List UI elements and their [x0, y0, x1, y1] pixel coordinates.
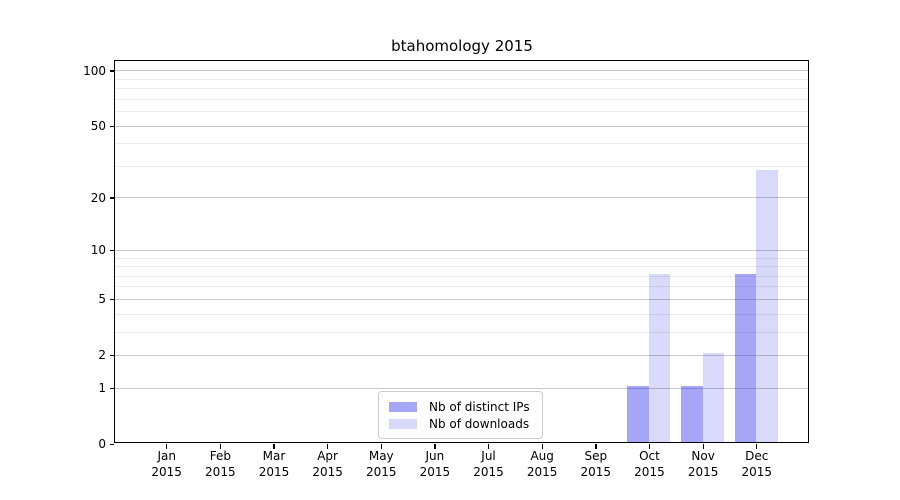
x-tick-month-text: Aug: [530, 449, 554, 463]
x-tick-month-text: Dec: [745, 449, 769, 463]
x-tick-month-text: Jun: [425, 449, 445, 463]
gridline-minor-30: [115, 165, 808, 167]
x-tick-month-text: Mar: [262, 449, 286, 463]
x-tick-label-may: May 2015: [351, 449, 411, 480]
x-tick-label-oct: Oct 2015: [619, 449, 679, 480]
chart-title: btahomology 2015: [391, 37, 533, 55]
gridline-minor-9: [115, 257, 808, 259]
legend-swatch-downloads: [389, 418, 417, 429]
x-tick-month-text: Sep: [584, 449, 608, 463]
gridline-minor-90: [115, 78, 808, 80]
x-tick-mark-may: [380, 444, 382, 449]
x-tick-mark-apr: [327, 444, 329, 449]
x-tick-year-text: 2015: [526, 464, 558, 479]
x-tick-year-text: 2015: [419, 464, 451, 479]
y-tick-label-10: 10: [90, 243, 106, 258]
x-tick-label-jun: Jun 2015: [405, 449, 465, 480]
x-tick-year-text: 2015: [312, 464, 343, 479]
gridline-major-1: [115, 387, 808, 389]
y-tick-mark-20: [109, 197, 114, 199]
x-tick-label-jul: Jul 2015: [459, 449, 519, 480]
x-tick-label-dec: Dec 2015: [727, 449, 787, 480]
y-tick-mark-5: [109, 298, 114, 301]
bar-nb-of-distinct-ips-oct: [627, 386, 649, 443]
y-tick-mark-1: [109, 387, 114, 389]
gridline-major-2: [115, 354, 808, 356]
x-tick-month-text: Jan: [157, 449, 176, 463]
gridline-minor-3: [115, 331, 808, 333]
x-tick-mark-mar: [273, 444, 275, 449]
x-tick-mark-aug: [541, 444, 543, 449]
y-tick-mark-10: [109, 249, 114, 251]
legend: Nb of distinct IPs Nb of downloads: [378, 391, 543, 439]
y-tick-label-5: 5: [98, 292, 106, 307]
x-tick-month-text: Nov: [691, 449, 715, 463]
x-tick-mark-jan: [166, 444, 168, 449]
gridline-minor-80: [115, 88, 808, 90]
x-tick-label-aug: Aug 2015: [512, 449, 572, 480]
y-tick-label-0: 0: [98, 437, 106, 452]
x-tick-label-jan: Jan 2015: [137, 449, 197, 480]
y-tick-label-50: 50: [90, 119, 106, 134]
y-tick-label-1: 1: [98, 381, 106, 396]
x-tick-label-sep: Sep 2015: [566, 449, 626, 480]
gridline-major-10: [115, 249, 808, 251]
legend-entry-distinct-ips: Nb of distinct IPs: [389, 398, 532, 415]
x-tick-year-text: 2015: [365, 464, 397, 479]
y-tick-label-100: 100: [83, 63, 106, 78]
y-tick-label-2: 2: [98, 348, 106, 363]
legend-swatch-distinct-ips: [389, 401, 417, 412]
x-tick-label-nov: Nov 2015: [673, 449, 733, 480]
gridline-major-20: [115, 197, 808, 199]
bar-nb-of-downloads-nov: [702, 353, 725, 443]
x-tick-label-feb: Feb 2015: [190, 449, 250, 480]
y-tick-mark-0: [109, 443, 114, 445]
gridline-minor-40: [115, 143, 808, 145]
x-tick-mark-nov: [702, 444, 704, 449]
x-tick-year-text: 2015: [258, 464, 290, 479]
bar-nb-of-distinct-ips-dec: [734, 274, 757, 443]
gridline-minor-6: [115, 286, 808, 288]
y-tick-mark-50: [109, 125, 114, 127]
bar-nb-of-downloads-dec: [756, 169, 778, 443]
x-tick-year-text: 2015: [741, 464, 772, 479]
gridline-minor-8: [115, 266, 808, 268]
x-tick-year-text: 2015: [151, 464, 182, 479]
x-tick-year-text: 2015: [634, 464, 665, 479]
x-tick-label-apr: Apr 2015: [298, 449, 358, 480]
x-tick-month-text: Feb: [209, 449, 231, 463]
x-tick-month-text: Jul: [481, 449, 496, 463]
gridline-minor-7: [115, 275, 808, 277]
x-tick-mark-jun: [434, 444, 436, 449]
gridline-major-5: [115, 298, 808, 300]
bar-nb-of-downloads-oct: [648, 274, 671, 443]
legend-label-downloads: Nb of downloads: [429, 416, 530, 431]
legend-entry-downloads: Nb of downloads: [389, 415, 532, 432]
x-tick-year-text: 2015: [205, 464, 236, 479]
x-tick-mark-oct: [648, 444, 651, 449]
x-tick-month-text: May: [368, 449, 394, 463]
gridline-minor-60: [115, 111, 808, 113]
plot-area: [114, 60, 809, 444]
x-tick-month-text: Oct: [639, 449, 660, 463]
x-tick-mark-jul: [487, 444, 490, 449]
x-tick-year-text: 2015: [687, 464, 719, 479]
x-tick-mark-sep: [595, 444, 597, 449]
x-tick-year-text: 2015: [580, 464, 612, 479]
gridline-minor-70: [115, 98, 808, 100]
y-tick-mark-2: [109, 354, 114, 357]
x-tick-year-text: 2015: [473, 464, 504, 479]
x-tick-month-text: Apr: [317, 449, 338, 463]
bar-nb-of-distinct-ips-nov: [681, 386, 703, 443]
x-tick-label-mar: Mar 2015: [244, 449, 304, 480]
x-tick-mark-dec: [756, 444, 758, 449]
gridline-major-50: [115, 125, 808, 127]
gridline-minor-4: [115, 313, 808, 315]
y-tick-label-20: 20: [90, 190, 106, 205]
gridline-major-100: [115, 70, 808, 72]
x-tick-mark-feb: [219, 444, 222, 449]
y-tick-mark-100: [109, 70, 114, 72]
legend-label-distinct-ips: Nb of distinct IPs: [429, 399, 530, 414]
